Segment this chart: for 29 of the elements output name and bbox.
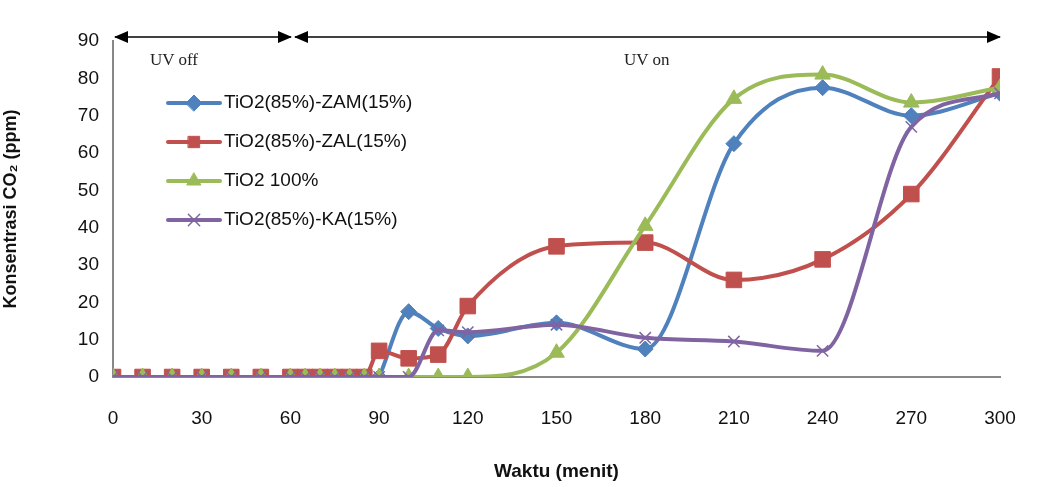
x-axis-title: Waktu (menit) <box>494 459 619 481</box>
x-tick-label: 0 <box>107 406 119 428</box>
y-tick-label: 20 <box>77 290 99 312</box>
x-tick-label: 210 <box>718 406 750 428</box>
legend-label: TiO2(85%)-KA(15%) <box>224 208 398 230</box>
x-tick-label: 120 <box>451 406 484 428</box>
y-tick-label: 40 <box>77 215 99 237</box>
y-tick-label: 90 <box>77 29 99 51</box>
x-tick-label: 300 <box>984 406 1016 428</box>
x-tick-label: 180 <box>629 406 662 428</box>
x-tick-label: 30 <box>191 406 213 428</box>
x-tick-label: 150 <box>540 406 573 428</box>
y-tick-label: 80 <box>77 66 99 88</box>
x-tick-label: 90 <box>368 406 390 428</box>
y-tick-label: 50 <box>77 178 99 200</box>
legend-label: TiO2 100% <box>224 169 319 191</box>
y-axis-title: Konsentrasi CO₂ (ppm) <box>0 109 20 309</box>
y-tick-label: 30 <box>77 253 99 275</box>
legend-label: TiO2(85%)-ZAL(15%) <box>224 130 408 152</box>
y-tick-label: 70 <box>77 103 99 125</box>
y-tick-label: 60 <box>77 141 99 163</box>
x-tick-label: 240 <box>806 406 839 428</box>
legend-label: TiO2(85%)-ZAM(15%) <box>224 91 413 113</box>
x-tick-label: 270 <box>895 406 928 428</box>
annotation: UV off <box>150 50 199 70</box>
y-tick-label: 10 <box>77 327 99 349</box>
x-tick-label: 60 <box>279 406 301 428</box>
y-tick-label: 0 <box>88 365 99 387</box>
annotation: UV on <box>624 50 670 70</box>
